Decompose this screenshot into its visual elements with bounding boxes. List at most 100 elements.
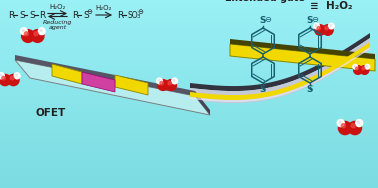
Bar xyxy=(0,111,378,112)
Circle shape xyxy=(8,74,19,86)
Bar xyxy=(0,100,378,101)
Text: R: R xyxy=(8,11,14,20)
Polygon shape xyxy=(190,42,370,100)
Circle shape xyxy=(314,23,319,29)
Bar xyxy=(0,176,378,177)
Bar xyxy=(0,46,378,47)
Circle shape xyxy=(31,30,44,42)
Circle shape xyxy=(14,73,20,79)
Text: ⊖: ⊖ xyxy=(311,14,319,24)
Bar xyxy=(0,151,378,152)
Bar xyxy=(0,31,378,32)
Bar xyxy=(0,137,378,138)
Polygon shape xyxy=(230,44,375,71)
Circle shape xyxy=(24,32,28,36)
Bar xyxy=(0,3,378,4)
Circle shape xyxy=(158,80,169,90)
Circle shape xyxy=(0,74,2,76)
Polygon shape xyxy=(15,55,195,96)
Text: R: R xyxy=(72,11,78,20)
Bar xyxy=(0,110,378,111)
Bar xyxy=(0,14,378,15)
Circle shape xyxy=(356,120,363,127)
Polygon shape xyxy=(52,64,82,84)
Text: R: R xyxy=(39,11,45,20)
Circle shape xyxy=(156,78,163,84)
Bar xyxy=(0,135,378,136)
Bar xyxy=(0,34,378,35)
Bar xyxy=(0,13,378,14)
Bar xyxy=(0,64,378,65)
Polygon shape xyxy=(190,47,370,102)
Bar xyxy=(0,102,378,103)
Bar xyxy=(0,155,378,156)
Circle shape xyxy=(22,30,34,42)
Bar xyxy=(0,99,378,100)
Bar xyxy=(0,78,378,79)
Circle shape xyxy=(337,120,344,127)
Bar xyxy=(0,8,378,9)
Bar xyxy=(0,143,378,144)
Bar xyxy=(0,20,378,21)
Bar xyxy=(0,4,378,5)
Bar xyxy=(0,37,378,38)
Bar xyxy=(0,54,378,55)
Bar xyxy=(0,163,378,164)
Bar xyxy=(0,9,378,10)
Bar xyxy=(0,175,378,176)
Bar xyxy=(0,98,378,99)
Bar xyxy=(0,52,378,53)
Bar xyxy=(0,59,378,60)
Text: agent: agent xyxy=(48,24,67,30)
Bar xyxy=(0,170,378,171)
Bar xyxy=(0,156,378,157)
Bar xyxy=(0,94,378,95)
Polygon shape xyxy=(195,91,210,115)
Circle shape xyxy=(15,74,17,76)
Bar xyxy=(0,97,378,98)
Bar xyxy=(0,167,378,168)
Circle shape xyxy=(10,76,14,80)
Bar xyxy=(0,24,378,25)
Bar xyxy=(0,179,378,180)
Bar xyxy=(0,125,378,126)
Bar xyxy=(0,63,378,64)
Bar xyxy=(0,104,378,105)
Circle shape xyxy=(351,124,355,128)
Bar xyxy=(0,44,378,45)
Bar xyxy=(0,56,378,57)
Bar xyxy=(0,168,378,169)
Circle shape xyxy=(330,24,332,26)
Bar xyxy=(0,129,378,130)
Text: S: S xyxy=(307,16,313,25)
Bar xyxy=(0,171,378,172)
Bar xyxy=(0,132,378,133)
Bar xyxy=(0,106,378,107)
Bar xyxy=(0,60,378,61)
Circle shape xyxy=(160,81,163,85)
Text: S: S xyxy=(260,85,266,94)
Text: Reducing: Reducing xyxy=(43,20,72,25)
Bar xyxy=(0,30,378,31)
Bar xyxy=(0,187,378,188)
Bar xyxy=(0,83,378,84)
Bar xyxy=(0,75,378,76)
Text: SO: SO xyxy=(128,11,139,20)
Bar xyxy=(0,107,378,108)
Bar xyxy=(0,115,378,116)
Bar xyxy=(0,65,378,66)
Bar xyxy=(0,51,378,52)
Bar xyxy=(0,22,378,23)
Bar xyxy=(0,112,378,113)
Bar xyxy=(0,120,378,121)
Bar xyxy=(0,7,378,8)
Bar xyxy=(0,180,378,181)
Text: S: S xyxy=(19,11,25,20)
Text: OFET: OFET xyxy=(35,108,65,118)
Bar xyxy=(0,33,378,34)
Text: R: R xyxy=(117,11,123,20)
Bar xyxy=(0,138,378,139)
Circle shape xyxy=(34,32,38,36)
Bar xyxy=(0,95,378,96)
Bar xyxy=(0,136,378,137)
